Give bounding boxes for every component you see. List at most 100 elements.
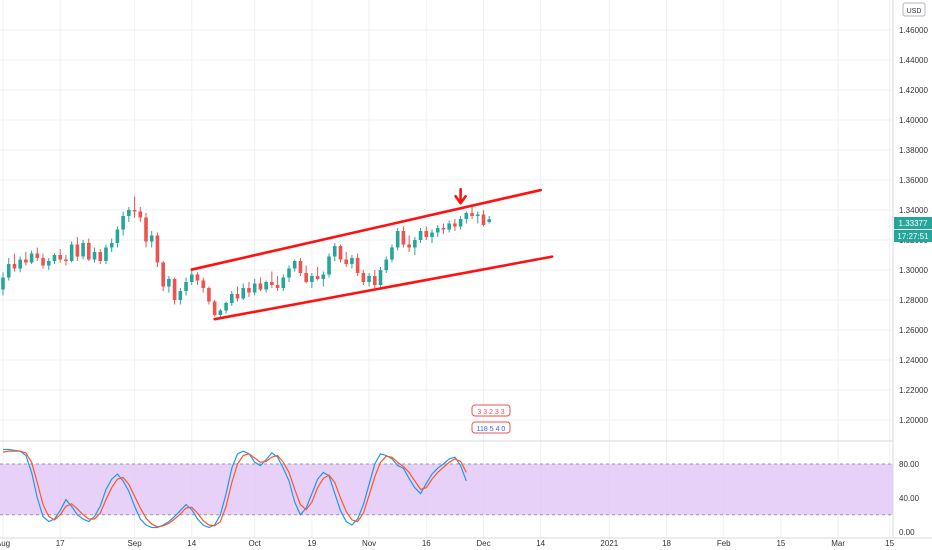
candle-body <box>470 213 474 216</box>
candle <box>350 255 354 269</box>
candle <box>138 207 143 222</box>
candle <box>321 271 326 287</box>
candle <box>378 267 383 288</box>
candle <box>189 270 194 285</box>
candle <box>435 225 440 237</box>
currency-button[interactable]: USD <box>902 2 926 17</box>
candle <box>144 213 148 248</box>
candle <box>218 309 223 318</box>
candle-body <box>132 210 137 212</box>
candle-body <box>29 253 34 263</box>
candle <box>470 207 474 219</box>
chart-gridlines <box>0 0 893 538</box>
candle <box>390 244 394 263</box>
candle-body <box>207 288 211 302</box>
candle <box>167 276 171 293</box>
candle <box>207 286 211 305</box>
candle <box>373 270 377 288</box>
candle <box>212 300 217 317</box>
candle-body <box>149 235 154 242</box>
time-tick-label: 2021 <box>600 539 618 548</box>
candle <box>104 244 108 264</box>
time-axis-labels: Aug 17 Sep 14 Oct 19 Nov 16 Dec 14 2021 18 Feb 15 Mar 1… <box>0 539 895 548</box>
candle <box>18 256 22 273</box>
candle-body <box>81 243 85 257</box>
candle <box>327 253 331 278</box>
candle-body <box>98 252 103 261</box>
time-tick-label: 15 <box>776 539 785 548</box>
candle <box>401 226 406 248</box>
price-tick-label: 1.40000 <box>899 116 928 125</box>
event-badge[interactable]: 3 3 2 3 3 118 5 4 0 <box>471 404 511 434</box>
candle-body <box>453 223 457 227</box>
price-tick-label: 1.36000 <box>899 176 928 185</box>
candle <box>475 211 480 224</box>
price-tick-label: 1.30000 <box>899 266 928 275</box>
candle-body <box>64 259 68 261</box>
candle-body <box>321 274 326 279</box>
candle <box>298 258 303 276</box>
candle <box>241 283 246 300</box>
candle <box>24 252 28 266</box>
candle-body <box>413 240 417 248</box>
candle-body <box>407 244 411 248</box>
candle-body <box>230 294 234 303</box>
candle-body <box>224 303 228 311</box>
candle-body <box>218 310 223 315</box>
candle <box>407 235 411 252</box>
candle <box>304 265 308 284</box>
stochastic-band <box>0 463 893 515</box>
candle <box>424 226 429 240</box>
candle-body <box>338 246 343 260</box>
time-tick-label: 18 <box>662 539 671 548</box>
candle-body <box>247 288 251 293</box>
candle-body <box>92 252 97 260</box>
candle <box>252 279 257 296</box>
candle-body <box>458 219 463 227</box>
time-tick-label: Dec <box>476 539 490 548</box>
candle <box>413 237 417 255</box>
candle-body <box>75 244 80 257</box>
time-tick-label: Oct <box>248 539 261 548</box>
candle-body <box>201 280 205 288</box>
time-tick-label: 19 <box>307 539 316 548</box>
time-tick-label: 17 <box>56 539 65 548</box>
candle-body <box>378 270 383 285</box>
price-tick-label: 1.42000 <box>899 86 928 95</box>
down-arrow-icon <box>454 187 467 205</box>
price-tick-label: 1.38000 <box>899 146 928 155</box>
time-tick-label: 16 <box>422 539 431 548</box>
candle-body <box>104 247 108 261</box>
candle-body <box>1 277 5 290</box>
price-tick-label: 1.34000 <box>899 206 928 215</box>
candle <box>98 249 103 264</box>
candle <box>35 247 40 261</box>
candle <box>275 276 280 291</box>
candle-body <box>87 243 91 260</box>
price-tick-label: 1.22000 <box>899 386 928 395</box>
candle-body <box>41 258 45 266</box>
candle-body <box>115 229 120 243</box>
candle-body <box>12 264 17 269</box>
candle-body <box>435 228 440 233</box>
candle <box>41 253 45 269</box>
candle-body <box>327 256 331 275</box>
time-tick-label: Nov <box>362 539 376 548</box>
candle <box>310 273 314 288</box>
candle-body <box>367 276 371 282</box>
candle-body <box>52 255 57 261</box>
candle <box>344 252 348 267</box>
candle <box>184 277 188 296</box>
candle-body <box>144 217 148 242</box>
candle-body <box>184 282 188 291</box>
price-tick-label: 1.46000 <box>899 26 928 35</box>
candle <box>52 253 57 264</box>
candle <box>1 272 5 296</box>
candle-body <box>310 276 314 282</box>
candle-body <box>275 285 280 288</box>
stochastic-d-line <box>2 450 467 528</box>
candle <box>315 267 320 281</box>
candle-body <box>109 243 114 248</box>
event-badge-top: 3 3 2 3 3 <box>477 409 504 416</box>
